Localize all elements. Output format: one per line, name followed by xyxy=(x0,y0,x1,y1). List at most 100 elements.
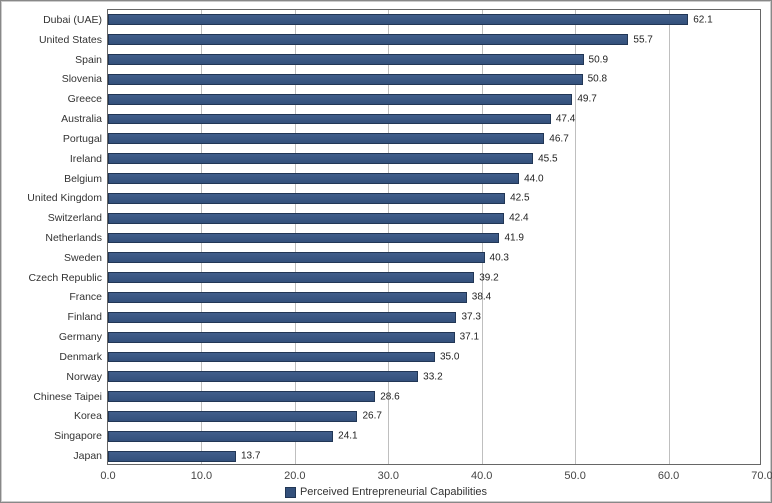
bar-row: 38.4France xyxy=(108,292,762,303)
bar xyxy=(108,292,467,303)
bar xyxy=(108,391,375,402)
bar xyxy=(108,272,474,283)
y-category-label: Portugal xyxy=(63,133,108,145)
y-category-label: Greece xyxy=(68,93,108,105)
bar-value-label: 38.4 xyxy=(472,292,491,303)
bar xyxy=(108,133,544,144)
y-category-label: Spain xyxy=(75,54,108,66)
y-category-label: Korea xyxy=(74,410,108,422)
legend-text: Perceived Entrepreneurial Capabilities xyxy=(300,486,487,498)
y-category-label: Sweden xyxy=(64,252,108,264)
bar xyxy=(108,74,583,85)
bar xyxy=(108,34,628,45)
bar-row: 24.1Singapore xyxy=(108,431,762,442)
bar xyxy=(108,114,551,125)
bar-value-label: 35.0 xyxy=(440,351,459,362)
y-category-label: Norway xyxy=(66,371,108,383)
bar xyxy=(108,352,435,363)
y-category-label: Czech Republic xyxy=(28,272,108,284)
y-category-label: Chinese Taipei xyxy=(33,391,108,403)
bar-row: 40.3Sweden xyxy=(108,252,762,263)
bar xyxy=(108,193,505,204)
x-tick-label: 0.0 xyxy=(100,470,115,482)
bar xyxy=(108,451,236,462)
bar-value-label: 50.8 xyxy=(588,74,607,85)
bar-row: 46.7Portugal xyxy=(108,133,762,144)
bar xyxy=(108,411,357,422)
bar-value-label: 44.0 xyxy=(524,173,543,184)
y-category-label: Netherlands xyxy=(45,232,108,244)
y-category-label: United Kingdom xyxy=(27,192,108,204)
bar-value-label: 62.1 xyxy=(693,14,712,25)
bar-row: 42.5United Kingdom xyxy=(108,193,762,204)
bar-row: 13.7Japan xyxy=(108,451,762,462)
bar-value-label: 24.1 xyxy=(338,431,357,442)
bar-value-label: 45.5 xyxy=(538,153,557,164)
bar xyxy=(108,252,485,263)
bar-row: 37.1Germany xyxy=(108,332,762,343)
x-tick-label: 10.0 xyxy=(191,470,212,482)
bar xyxy=(108,332,455,343)
bar-value-label: 50.9 xyxy=(589,54,608,65)
legend-swatch xyxy=(285,487,296,498)
y-category-label: Finland xyxy=(68,311,108,323)
bar xyxy=(108,233,499,244)
bar-row: 42.4Switzerland xyxy=(108,213,762,224)
bar-value-label: 42.4 xyxy=(509,213,528,224)
bar xyxy=(108,54,584,65)
bar-value-label: 49.7 xyxy=(577,94,596,105)
x-tick-label: 40.0 xyxy=(471,470,492,482)
y-category-label: Australia xyxy=(61,113,108,125)
bar xyxy=(108,153,533,164)
y-category-label: Ireland xyxy=(70,153,108,165)
y-category-label: Slovenia xyxy=(62,73,108,85)
bar-value-label: 39.2 xyxy=(479,272,498,283)
bar-value-label: 41.9 xyxy=(504,232,523,243)
bar-value-label: 13.7 xyxy=(241,451,260,462)
bar xyxy=(108,173,519,184)
bar-row: 55.7United States xyxy=(108,34,762,45)
legend: Perceived Entrepreneurial Capabilities xyxy=(1,486,771,498)
bar-value-label: 42.5 xyxy=(510,193,529,204)
y-category-label: Dubai (UAE) xyxy=(43,14,108,26)
y-category-label: United States xyxy=(39,34,108,46)
chart-frame: 0.010.020.030.040.050.060.070.062.1Dubai… xyxy=(0,0,772,503)
bar-value-label: 37.3 xyxy=(461,312,480,323)
bar-row: 37.3Finland xyxy=(108,312,762,323)
bar-value-label: 47.4 xyxy=(556,114,575,125)
bar-value-label: 46.7 xyxy=(549,133,568,144)
y-category-label: France xyxy=(69,291,108,303)
bar-row: 39.2Czech Republic xyxy=(108,272,762,283)
bar-value-label: 28.6 xyxy=(380,391,399,402)
bar-value-label: 33.2 xyxy=(423,371,442,382)
bar-row: 50.8Slovenia xyxy=(108,74,762,85)
y-category-label: Belgium xyxy=(64,173,108,185)
bar-row: 50.9Spain xyxy=(108,54,762,65)
bar-row: 26.7Korea xyxy=(108,411,762,422)
y-category-label: Japan xyxy=(73,450,108,462)
bar-row: 35.0Denmark xyxy=(108,352,762,363)
bar-row: 41.9Netherlands xyxy=(108,233,762,244)
bar-row: 47.4Australia xyxy=(108,114,762,125)
y-category-label: Singapore xyxy=(54,430,108,442)
x-tick-label: 70.0 xyxy=(751,470,772,482)
x-tick-label: 20.0 xyxy=(284,470,305,482)
bar xyxy=(108,14,688,25)
y-category-label: Switzerland xyxy=(48,212,108,224)
bar-value-label: 40.3 xyxy=(490,252,509,263)
bar-row: 28.6Chinese Taipei xyxy=(108,391,762,402)
bar xyxy=(108,94,572,105)
bar-row: 49.7Greece xyxy=(108,94,762,105)
bar xyxy=(108,213,504,224)
bar xyxy=(108,431,333,442)
y-category-label: Germany xyxy=(59,331,108,343)
plot-area: 0.010.020.030.040.050.060.070.062.1Dubai… xyxy=(107,9,761,465)
bar xyxy=(108,371,418,382)
bar-value-label: 37.1 xyxy=(460,332,479,343)
bar-row: 44.0Belgium xyxy=(108,173,762,184)
x-tick-label: 60.0 xyxy=(658,470,679,482)
y-category-label: Denmark xyxy=(59,351,108,363)
bar-row: 33.2Norway xyxy=(108,371,762,382)
bar-row: 45.5Ireland xyxy=(108,153,762,164)
x-tick-label: 30.0 xyxy=(378,470,399,482)
